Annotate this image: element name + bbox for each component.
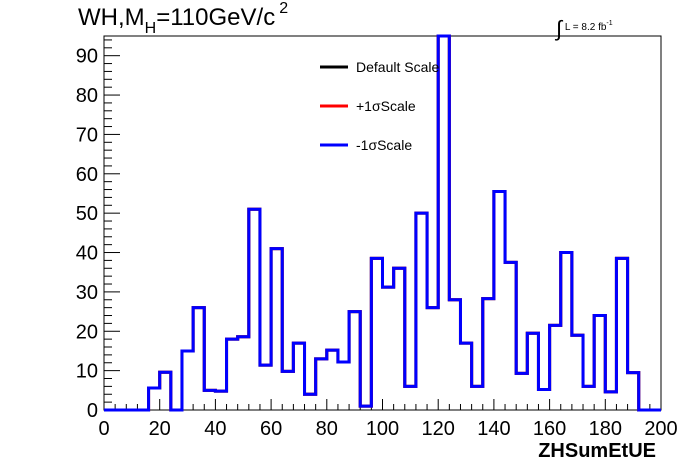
series-layer — [104, 34, 661, 412]
x-tick-label: 140 — [477, 418, 510, 440]
x-tick-label: 180 — [589, 418, 622, 440]
y-tick-label: 0 — [87, 400, 98, 422]
luminosity-label: ∫ L = 8.2 fb-1 — [556, 10, 613, 41]
y-tick-label: 30 — [76, 282, 98, 304]
plot-frame — [103, 35, 662, 411]
legend-label: -1σScale — [356, 137, 412, 153]
y-tick-label: 20 — [76, 321, 98, 343]
y-tick-label: 10 — [76, 361, 98, 383]
series-line-0 — [104, 34, 661, 412]
x-tick-label: 100 — [366, 418, 399, 440]
y-tick-label: 40 — [76, 243, 98, 265]
title-superscript: 2 — [279, 0, 289, 17]
luminosity-text: L = 8.2 fb — [564, 22, 607, 33]
chart-title: WH,MH=110GeV/c 2 — [78, 0, 288, 37]
title-main: WH,M — [78, 4, 145, 31]
title-subscript: H — [144, 20, 157, 37]
y-tick-label: 90 — [76, 46, 98, 68]
integral-symbol: ∫ — [556, 16, 563, 41]
y-tick-label: 80 — [76, 85, 98, 107]
x-tick-label: 40 — [204, 418, 226, 440]
series-line-1 — [104, 34, 661, 412]
x-tick-label: 120 — [422, 418, 455, 440]
series-line-2 — [104, 34, 661, 412]
y-tick-label: 50 — [76, 203, 98, 225]
x-axis-label: ZHSumEtUE — [538, 440, 656, 462]
y-tick-label: 70 — [76, 124, 98, 146]
x-tick-label: 80 — [316, 418, 338, 440]
legend: Default Scale +1σScale -1σScale — [320, 59, 439, 153]
y-tick-label: 60 — [76, 164, 98, 186]
x-tick-label: 0 — [98, 418, 109, 440]
axis-ticks — [103, 39, 662, 411]
legend-label: +1σScale — [356, 98, 416, 114]
x-tick-label: 160 — [533, 418, 566, 440]
axis-tick-labels: 0 20 40 60 80 100 120 140 160 180 200 0 10 20 30 40 50 60… — [76, 46, 678, 440]
legend-label: Default Scale — [356, 59, 439, 75]
x-tick-label: 60 — [260, 418, 282, 440]
x-tick-label: 200 — [644, 418, 677, 440]
title-rest: =110GeV/c — [156, 4, 276, 31]
x-tick-label: 20 — [149, 418, 171, 440]
luminosity-superscript: -1 — [606, 20, 613, 27]
